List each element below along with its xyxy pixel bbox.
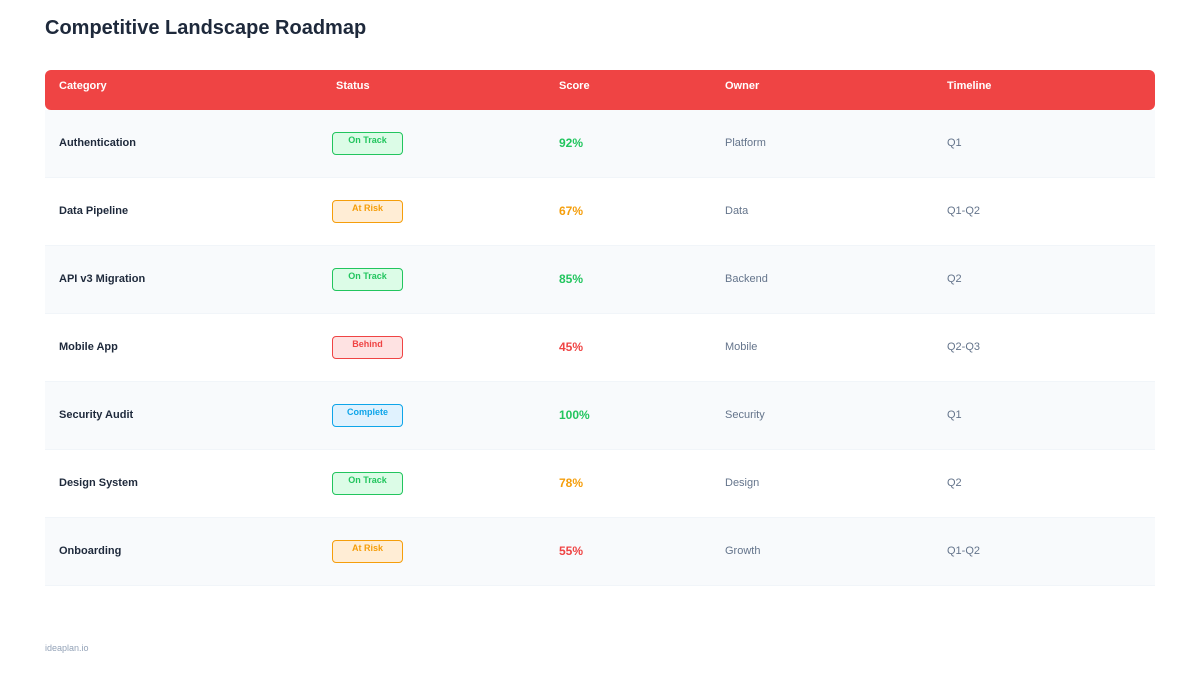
score-cell: 92% xyxy=(559,136,584,150)
column-header-timeline[interactable]: Timeline xyxy=(947,80,992,92)
timeline-cell: Q1-Q2 xyxy=(947,205,981,217)
table-row[interactable]: Mobile App Behind 45% Mobile Q2-Q3 xyxy=(45,314,1155,382)
table-row[interactable]: Onboarding At Risk 55% Growth Q1-Q2 xyxy=(45,518,1155,586)
owner-cell: Security xyxy=(725,409,765,421)
column-header-status[interactable]: Status xyxy=(336,80,370,92)
table-row[interactable]: Design System On Track 78% Design Q2 xyxy=(45,450,1155,518)
timeline-cell: Q1 xyxy=(947,137,962,149)
score-cell: 100% xyxy=(559,408,590,422)
category-cell: Security Audit xyxy=(59,409,134,421)
owner-cell: Mobile xyxy=(725,341,758,353)
column-header-category[interactable]: Category xyxy=(59,80,107,92)
category-cell: Onboarding xyxy=(59,545,122,557)
score-cell: 45% xyxy=(559,340,584,354)
owner-cell: Design xyxy=(725,477,760,489)
timeline-cell: Q1-Q2 xyxy=(947,545,981,557)
status-badge[interactable]: On Track xyxy=(332,472,403,495)
category-cell: Design System xyxy=(59,477,138,489)
table-header: Category Status Score Owner Timeline xyxy=(45,70,1155,110)
table-row[interactable]: API v3 Migration On Track 85% Backend Q2 xyxy=(45,246,1155,314)
table-row[interactable]: Data Pipeline At Risk 67% Data Q1-Q2 xyxy=(45,178,1155,246)
status-badge[interactable]: At Risk xyxy=(332,200,403,223)
timeline-cell: Q1 xyxy=(947,409,962,421)
table-row[interactable]: Authentication On Track 92% Platform Q1 xyxy=(45,110,1155,178)
status-badge[interactable]: At Risk xyxy=(332,540,403,563)
timeline-cell: Q2 xyxy=(947,273,962,285)
owner-cell: Growth xyxy=(725,545,761,557)
status-badge[interactable]: Behind xyxy=(332,336,403,359)
owner-cell: Platform xyxy=(725,137,766,149)
status-badge[interactable]: Complete xyxy=(332,404,403,427)
roadmap-table: Category Status Score Owner Timeline Aut… xyxy=(45,70,1155,586)
status-badge[interactable]: On Track xyxy=(332,268,403,291)
column-header-owner[interactable]: Owner xyxy=(725,80,760,92)
owner-cell: Backend xyxy=(725,273,768,285)
score-cell: 67% xyxy=(559,204,584,218)
page-title: Competitive Landscape Roadmap xyxy=(45,17,367,39)
column-header-score[interactable]: Score xyxy=(559,80,590,92)
category-cell: Data Pipeline xyxy=(59,205,129,217)
timeline-cell: Q2-Q3 xyxy=(947,341,981,353)
category-cell: API v3 Migration xyxy=(59,273,146,285)
timeline-cell: Q2 xyxy=(947,477,962,489)
table-row[interactable]: Security Audit Complete 100% Security Q1 xyxy=(45,382,1155,450)
category-cell: Mobile App xyxy=(59,341,118,353)
footer-brand[interactable]: ideaplan.io xyxy=(45,643,89,653)
score-cell: 85% xyxy=(559,272,584,286)
owner-cell: Data xyxy=(725,205,749,217)
status-badge[interactable]: On Track xyxy=(332,132,403,155)
score-cell: 55% xyxy=(559,544,584,558)
category-cell: Authentication xyxy=(59,137,136,149)
score-cell: 78% xyxy=(559,476,584,490)
